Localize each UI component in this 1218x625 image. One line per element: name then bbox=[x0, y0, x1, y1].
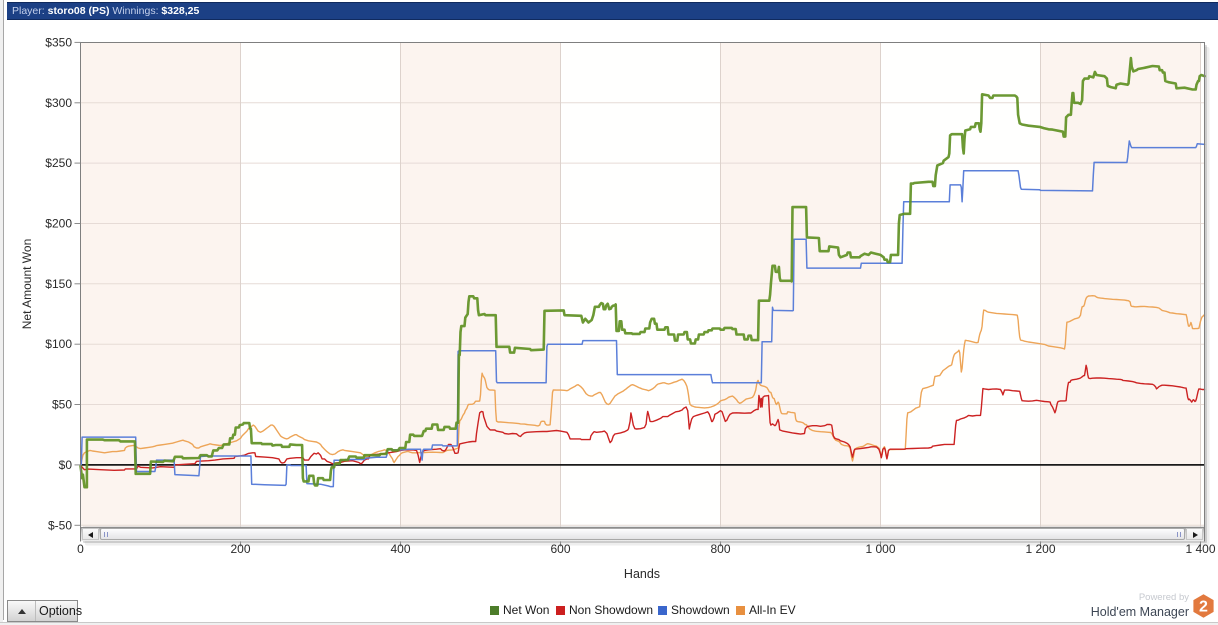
svg-text:$0: $0 bbox=[59, 458, 73, 472]
svg-text:0: 0 bbox=[77, 542, 84, 556]
svg-text:$-50: $-50 bbox=[48, 518, 72, 532]
svg-text:400: 400 bbox=[390, 542, 410, 556]
svg-text:$350: $350 bbox=[45, 35, 72, 49]
svg-text:200: 200 bbox=[230, 542, 250, 556]
svg-text:$100: $100 bbox=[45, 337, 72, 351]
svg-text:2: 2 bbox=[1199, 599, 1208, 616]
svg-text:$250: $250 bbox=[45, 156, 72, 170]
svg-text:1 000: 1 000 bbox=[865, 542, 895, 556]
svg-text:800: 800 bbox=[710, 542, 730, 556]
svg-text:1 200: 1 200 bbox=[1025, 542, 1055, 556]
svg-text:$200: $200 bbox=[45, 217, 72, 231]
svg-text:$150: $150 bbox=[45, 277, 72, 291]
svg-text:Hands: Hands bbox=[624, 567, 660, 581]
svg-text:Net Amount Won: Net Amount Won bbox=[20, 239, 34, 330]
svg-text:$300: $300 bbox=[45, 96, 72, 110]
svg-text:1 400: 1 400 bbox=[1185, 542, 1215, 556]
svg-text:$50: $50 bbox=[52, 398, 72, 412]
svg-text:600: 600 bbox=[550, 542, 570, 556]
